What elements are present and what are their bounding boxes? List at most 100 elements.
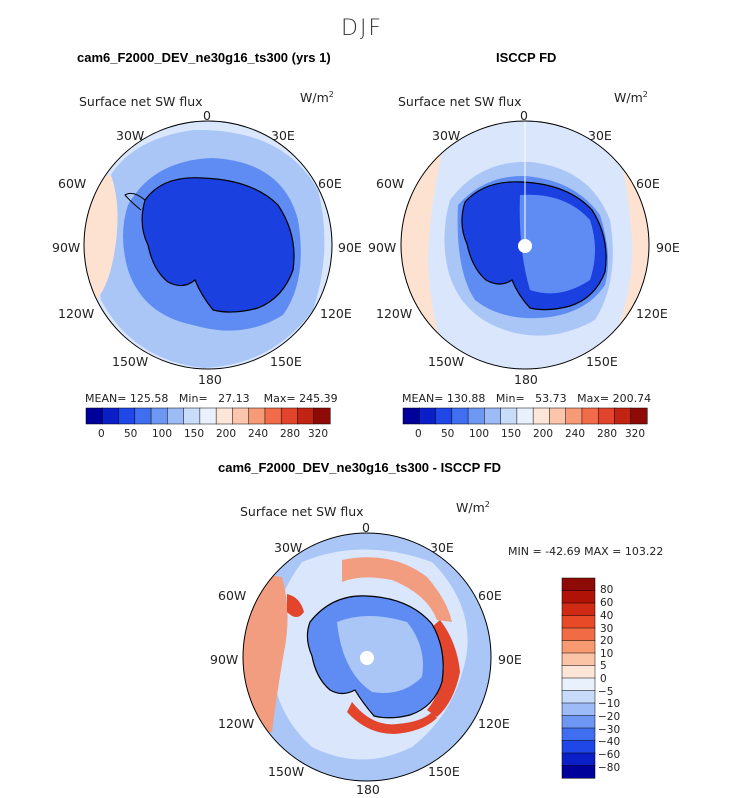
colorbar-swatch-12 [280, 407, 299, 425]
diff-colorbar-swatch-2 [561, 602, 596, 617]
panel-1-min: 27.13 [218, 392, 250, 405]
panel-3-cb-tick-3: 30 [600, 623, 614, 635]
diff-colorbar-swatch-12 [561, 727, 596, 742]
diff-colorbar-swatch-11 [561, 715, 596, 729]
panel-2-title: ISCCP FD [496, 50, 557, 65]
panel-3-pole-hole [360, 651, 374, 665]
colorbar-swatch-8 [215, 407, 233, 425]
colorbar-swatch-12 [597, 407, 616, 425]
panel-3-warm-ring-south [347, 702, 437, 734]
panel-3-lon-30w: 30W [274, 540, 303, 555]
panel-1-variable-label: Surface net SW flux [79, 94, 203, 109]
panel-1-lon-0: 0 [203, 108, 211, 123]
colorbar-swatch-13 [614, 407, 632, 425]
panel-3-cb-tick-4: 20 [600, 635, 614, 647]
panel-1-cb-tick-1: 50 [124, 428, 138, 440]
panel-2-lon-150w: 150W [428, 354, 465, 369]
colorbar-swatch-9 [549, 407, 567, 425]
panel-1-lon-30w: 30W [116, 128, 145, 143]
panel-2-cb-tick-5: 240 [565, 428, 586, 440]
colorbar-swatch-5 [167, 407, 185, 425]
panel-2-coastline [461, 181, 607, 311]
panel-3-minmax: MIN = -42.69 MAX = 103.22 [508, 545, 664, 558]
panel-2-lon-60e: 60E [636, 176, 660, 191]
colorbar-swatch-1 [419, 407, 437, 425]
panel-1-lon-120e: 120E [320, 306, 352, 321]
panel-3-lon-150e: 150E [428, 764, 460, 779]
colorbar-swatch-0 [402, 407, 420, 425]
colorbar-swatch-2 [435, 407, 453, 425]
diff-colorbar-swatch-13 [561, 740, 596, 754]
panel-2-mean: 130.88 [446, 392, 486, 405]
colorbar-swatch-6 [500, 407, 518, 425]
colorbar-swatch-11 [581, 407, 599, 425]
panel-3-cb-tick-10: −20 [598, 711, 621, 723]
panel-1-warm-west [84, 175, 118, 310]
panel-2-lon-0: 0 [520, 108, 528, 123]
panel-3-cb-tick-13: −60 [598, 749, 621, 761]
colorbar-swatch-8 [532, 407, 550, 425]
panel-3-lon-0: 0 [362, 520, 370, 535]
panel-3-cb-tick-8: −5 [598, 686, 614, 698]
panel-3-cb-tick-0: 80 [600, 584, 614, 596]
colorbar-swatch-10 [565, 407, 583, 425]
panel-3-warm-west [243, 572, 288, 732]
panel-3-cb-tick-1: 60 [600, 597, 614, 609]
panel-2-lon-30e: 30E [588, 128, 612, 143]
panel-1-lon-60e: 60E [318, 176, 342, 191]
panel-2-lon-120w: 120W [376, 306, 413, 321]
panel-1-lon-180: 180 [198, 372, 222, 387]
panel-2-cb-tick-2: 100 [469, 428, 490, 440]
panel-2-cb-tick-4: 200 [533, 428, 554, 440]
panel-3-lon-120e: 120E [478, 716, 510, 731]
panel-3-lon-180: 180 [356, 782, 380, 797]
panel-3-cb-tick-5: 10 [600, 648, 614, 660]
panel-2-cb-tick-7: 320 [625, 428, 646, 440]
diff-colorbar-swatch-9 [561, 690, 596, 704]
panel-1-cb-tick-0: 0 [98, 428, 105, 440]
panel-2-units: W/m2 [614, 90, 648, 106]
panel-2-map [400, 120, 650, 370]
panel-2-interior [519, 194, 595, 294]
panel-3-cb-tick-9: −10 [598, 698, 621, 710]
panel-1-cb-tick-3: 150 [184, 428, 205, 440]
panel-2-pole-hole [518, 239, 532, 253]
diff-colorbar-swatch-15 [561, 765, 596, 779]
panel-1-ice [142, 177, 294, 313]
panel-3-warm-west-strong [287, 594, 304, 617]
panel-3-warm-ring-east [427, 620, 460, 717]
panel-2-min: 53.73 [535, 392, 567, 405]
colorbar-swatch-13 [297, 407, 315, 425]
colorbar-swatch-6 [183, 407, 201, 425]
panel-3-colorbar [561, 577, 596, 779]
colorbar-swatch-4 [467, 407, 485, 425]
panel-3-cb-tick-12: −40 [598, 736, 621, 748]
panel-3-map [242, 532, 492, 782]
colorbar-swatch-14 [630, 407, 648, 425]
panel-2-lon-150e: 150E [586, 354, 618, 369]
panel-1-lon-90e: 90E [338, 240, 362, 255]
panel-3-lon-30e: 30E [430, 540, 454, 555]
diff-colorbar-swatch-7 [561, 665, 596, 679]
panel-3-units: W/m2 [456, 500, 490, 516]
panel-1-mean: 125.58 [129, 392, 169, 405]
diff-colorbar-swatch-0 [561, 577, 596, 592]
colorbar-swatch-7 [199, 407, 217, 425]
panel-3-lon-60w: 60W [218, 588, 247, 603]
colorbar-swatch-0 [85, 407, 103, 425]
panel-3-lon-120w: 120W [218, 716, 255, 731]
diff-colorbar-swatch-6 [561, 652, 596, 667]
panel-1-map [83, 120, 333, 370]
panel-1-peninsula [124, 192, 146, 211]
panel-2-cb-tick-6: 280 [597, 428, 618, 440]
panel-2-lon-90e: 90E [656, 240, 680, 255]
diff-colorbar-swatch-4 [561, 627, 596, 642]
colorbar-swatch-2 [118, 407, 136, 425]
panel-3-variable-label: Surface net SW flux [240, 504, 364, 519]
panel-3-lon-90w: 90W [210, 652, 239, 667]
panel-3-cb-tick-11: −30 [598, 724, 621, 736]
diff-colorbar-swatch-10 [561, 702, 596, 717]
panel-3-cb-tick-14: −80 [598, 762, 621, 774]
colorbar-swatch-14 [313, 407, 331, 425]
panel-1-lon-150e: 150E [270, 354, 302, 369]
